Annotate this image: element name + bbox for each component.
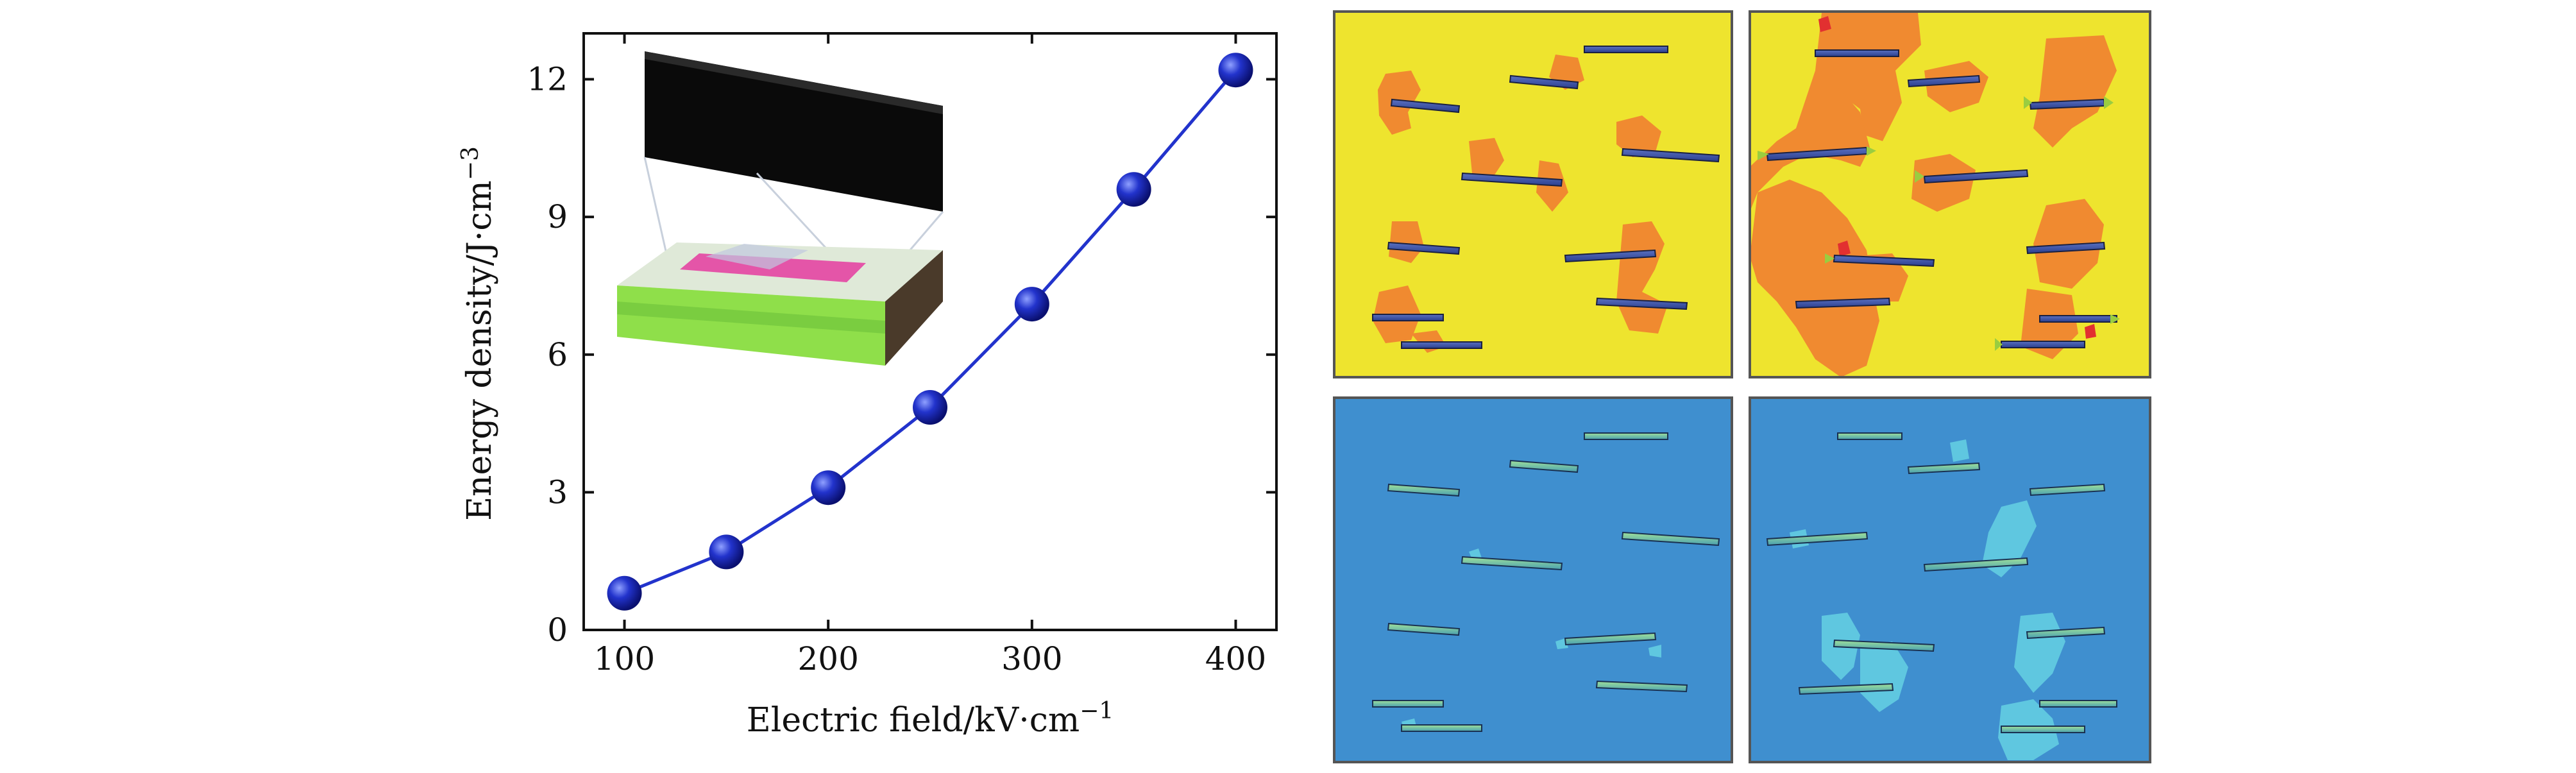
panel-bottom-left xyxy=(1333,396,1733,763)
data-point xyxy=(1014,287,1049,322)
x-axis-label: Electric field/kV·cm−1 xyxy=(747,698,1114,740)
fibers xyxy=(1766,49,2117,348)
data-point xyxy=(811,470,846,505)
y-tick-label: 12 xyxy=(527,61,568,98)
panel-bottom-right xyxy=(1749,396,2151,763)
y-tick-label: 9 xyxy=(547,198,568,235)
energy-density-series xyxy=(607,53,1253,611)
panel-top-right xyxy=(1749,10,2151,378)
x-tick-label: 400 xyxy=(1205,640,1266,677)
fiber-tips xyxy=(1758,96,2120,351)
x-tick-label: 200 xyxy=(797,640,858,677)
x-tick-label: 100 xyxy=(594,640,655,677)
x-axis-ticks: 100 200 300 400 xyxy=(594,33,1266,677)
x-tick-label: 300 xyxy=(1001,640,1062,677)
red-spots xyxy=(1818,16,2096,339)
y-tick-label: 6 xyxy=(547,336,568,373)
y-tick-label: 0 xyxy=(547,611,568,649)
fibers xyxy=(1766,432,2117,733)
fibers xyxy=(1372,432,1720,732)
energy-density-chart: 0 3 6 9 12 100 200 300 400 Electric field/kV·cm… xyxy=(457,32,1278,740)
data-point xyxy=(1218,53,1253,88)
y-axis-label: Energy density/J·cm−3 xyxy=(457,146,499,521)
data-point xyxy=(1116,172,1151,207)
data-point xyxy=(913,390,947,425)
inset-schematic-image xyxy=(617,51,944,366)
y-axis-ticks: 0 3 6 9 12 xyxy=(527,61,1276,649)
panel-top-left xyxy=(1333,10,1733,378)
data-point xyxy=(607,575,642,611)
y-tick-label: 3 xyxy=(547,473,568,511)
fibers xyxy=(1372,46,1720,349)
data-point xyxy=(709,534,744,570)
